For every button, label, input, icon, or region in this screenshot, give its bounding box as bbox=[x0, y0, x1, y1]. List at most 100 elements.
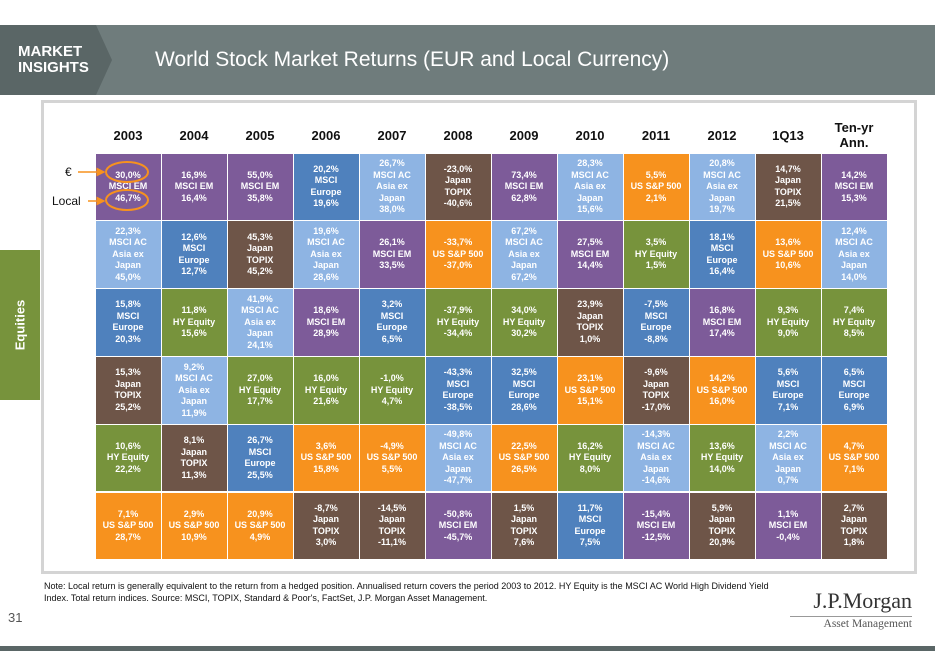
cell-text: -11,1% bbox=[377, 537, 407, 548]
cell-text: MSCI EM bbox=[834, 181, 874, 192]
cell-text: 12,7% bbox=[181, 266, 207, 277]
cell: -37,9% HY Equity -34,4% bbox=[425, 289, 491, 356]
cell-text: US S&P 500 bbox=[762, 248, 814, 259]
cell-text: -38,5% bbox=[443, 401, 473, 412]
cell-text: HY Equity bbox=[766, 316, 810, 327]
cell: 30,0% MSCI EM 46,7% bbox=[95, 153, 161, 221]
cell-text: -14,5% bbox=[377, 502, 407, 513]
cell-text: TOPIX bbox=[180, 458, 208, 469]
cell-text: Asia ex bbox=[838, 248, 870, 259]
cell: 11,8% HY Equity 15,6% bbox=[161, 289, 227, 356]
cell-text: US S&P 500 bbox=[498, 452, 550, 463]
cell-text: MSCI bbox=[512, 378, 536, 389]
cell: -33,7% US S&P 500 -37,0% bbox=[425, 221, 491, 289]
cell-text: Europe bbox=[244, 458, 276, 469]
cell: 2,7% Japan TOPIX 1,8% bbox=[821, 492, 887, 560]
cell-text: -43,3% bbox=[443, 367, 473, 378]
cell: 13,6% US S&P 500 10,6% bbox=[755, 221, 821, 289]
cell-text: 23,1% bbox=[577, 373, 603, 384]
cell: 23,1% US S&P 500 15,1% bbox=[557, 356, 623, 424]
cell: 16,9% MSCI EM 16,4% bbox=[161, 153, 227, 221]
cell-text: 6,9% bbox=[843, 401, 865, 412]
cell: 4,7% US S&P 500 7,1% bbox=[821, 424, 887, 492]
cell-text: HY Equity bbox=[436, 316, 480, 327]
cell: 14,2% US S&P 500 16,0% bbox=[689, 356, 755, 424]
cell-text: 8,5% bbox=[843, 328, 865, 339]
cell-text: MSCI AC bbox=[769, 440, 807, 451]
cell-text: 14,0% bbox=[841, 271, 867, 282]
cell-text: US S&P 500 bbox=[696, 384, 748, 395]
cell-text: 23,9% bbox=[577, 299, 603, 310]
cell-text: 20,2% bbox=[313, 163, 339, 174]
cell-text: -17,0% bbox=[641, 401, 671, 412]
cell-text: Europe bbox=[310, 186, 342, 197]
cell-text: 7,4% bbox=[843, 305, 865, 316]
cell-text: 8,0% bbox=[579, 463, 601, 474]
cell-text: 7,5% bbox=[579, 537, 601, 548]
cell-text: MSCI bbox=[710, 243, 734, 254]
cell-text: MSCI bbox=[182, 243, 206, 254]
cell: 10,6% HY Equity 22,2% bbox=[95, 424, 161, 492]
cell-text: HY Equity bbox=[502, 316, 546, 327]
cell: 16,0% HY Equity 21,6% bbox=[293, 356, 359, 424]
cell-text: 19,6% bbox=[313, 198, 339, 209]
cell-text: Asia ex bbox=[640, 452, 672, 463]
logo-subtitle: Asset Management bbox=[790, 616, 912, 630]
cell-text: 45,0% bbox=[115, 271, 141, 282]
badge: MARKET INSIGHTS bbox=[0, 25, 112, 95]
cell-text: 27,0% bbox=[247, 373, 273, 384]
cell-text: 1,5% bbox=[645, 260, 667, 271]
cell: -43,3% MSCI Europe -38,5% bbox=[425, 356, 491, 424]
bottom-bar bbox=[0, 646, 935, 651]
cell: 3,6% US S&P 500 15,8% bbox=[293, 424, 359, 492]
cell-text: 15,3% bbox=[115, 367, 141, 378]
cell-text: -0,4% bbox=[776, 531, 800, 542]
cell: -14,3% MSCI AC Asia ex Japan -14,6% bbox=[623, 424, 689, 492]
cell-text: 22,3% bbox=[115, 225, 141, 236]
cell-text: 2,7% bbox=[843, 502, 865, 513]
cell-text: 16,0% bbox=[709, 396, 735, 407]
cell: 55,0% MSCI EM 35,8% bbox=[227, 153, 293, 221]
cell-text: 25,5% bbox=[247, 469, 273, 480]
cell-text: US S&P 500 bbox=[828, 452, 880, 463]
cell-text: MSCI EM bbox=[636, 520, 676, 531]
cell-text: 1,5% bbox=[513, 502, 535, 513]
cell-text: 41,9% bbox=[247, 293, 273, 304]
cell-text: 17,4% bbox=[709, 328, 735, 339]
cell-text: 2,1% bbox=[645, 192, 667, 203]
cell-text: 17,7% bbox=[247, 396, 273, 407]
cell: 1,1% MSCI EM -0,4% bbox=[755, 492, 821, 560]
cell: 12,6% MSCI Europe 12,7% bbox=[161, 221, 227, 289]
cell-text: 15,6% bbox=[181, 328, 207, 339]
cell-text: TOPIX bbox=[444, 186, 472, 197]
cell: 12,4% MSCI AC Asia ex Japan 14,0% bbox=[821, 221, 887, 289]
cell-text: 16,4% bbox=[709, 266, 735, 277]
cell-text: Japan bbox=[642, 378, 669, 389]
cell-text: Japan bbox=[444, 463, 471, 474]
cell-text: TOPIX bbox=[510, 525, 538, 536]
cell-text: -50,8% bbox=[443, 508, 473, 519]
cell-text: 1,8% bbox=[843, 537, 865, 548]
cell-text: 15,1% bbox=[577, 396, 603, 407]
cell: 7,4% HY Equity 8,5% bbox=[821, 289, 887, 356]
cell-text: TOPIX bbox=[840, 525, 868, 536]
cell: 22,5% US S&P 500 26,5% bbox=[491, 424, 557, 492]
cell-text: TOPIX bbox=[642, 390, 670, 401]
cell: 20,2% MSCI Europe 19,6% bbox=[293, 153, 359, 221]
cell-text: 25,2% bbox=[115, 401, 141, 412]
cell-text: Japan bbox=[576, 310, 603, 321]
cell-text: Japan bbox=[378, 192, 405, 203]
cell-text: -15,4% bbox=[641, 508, 671, 519]
cell-text: US S&P 500 bbox=[234, 520, 286, 531]
cell-text: -1,0% bbox=[380, 373, 404, 384]
cell: 73,4% MSCI EM 62,8% bbox=[491, 153, 557, 221]
cell-text: MSCI EM bbox=[240, 181, 280, 192]
cell-text: 10,6% bbox=[775, 260, 801, 271]
column-header: 2011 bbox=[641, 127, 671, 143]
cell: 13,6% HY Equity 14,0% bbox=[689, 424, 755, 492]
cell-text: 15,6% bbox=[577, 204, 603, 215]
cell-text: Asia ex bbox=[310, 248, 342, 259]
cell-text: TOPIX bbox=[246, 254, 274, 265]
cell: 20,8% MSCI AC Asia ex Japan 19,7% bbox=[689, 153, 755, 221]
cell-text: TOPIX bbox=[774, 186, 802, 197]
